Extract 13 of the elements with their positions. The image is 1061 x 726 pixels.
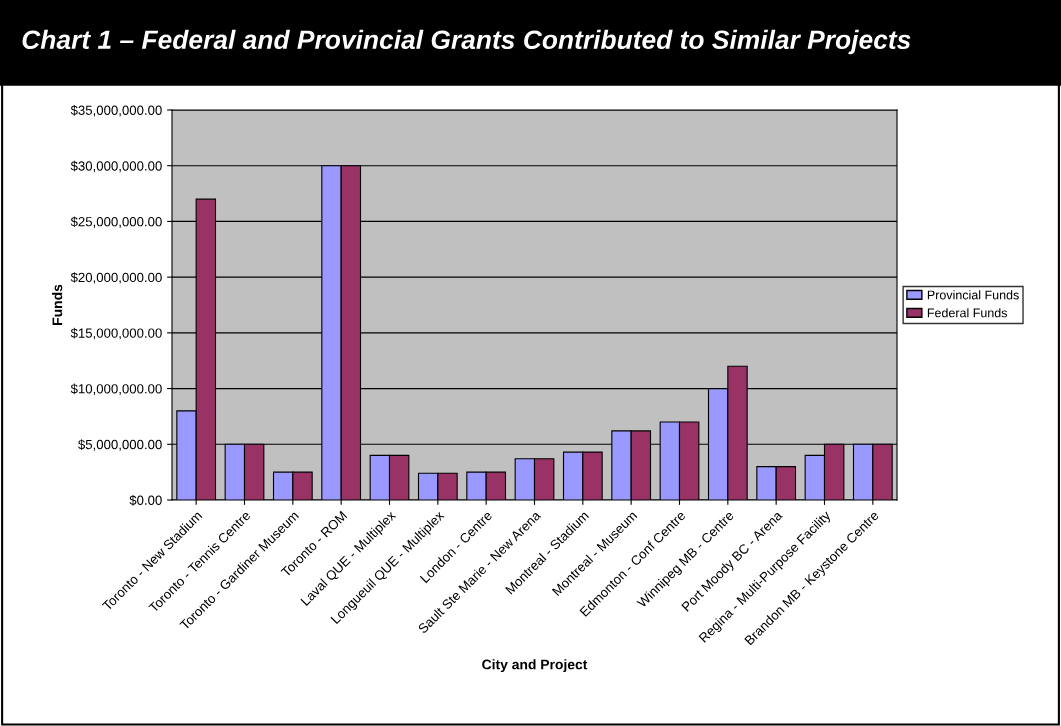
y-tick-label: $30,000,000.00 — [70, 160, 162, 173]
y-tick-label: $5,000,000.00 — [78, 439, 162, 451]
y-tick-label: $0.00 — [129, 495, 162, 506]
legend-label: Federal Funds — [927, 308, 1008, 318]
y-tick-label: $20,000,000.00 — [70, 272, 162, 284]
legend-label: Provincial Funds — [927, 290, 1019, 300]
chart-title: Chart 1 – Federal and Provincial Grants Contributed to Similar Projects — [22, 29, 911, 55]
y-tick-label: $10,000,000.00 — [70, 383, 162, 396]
x-axis-title: City and Project — [482, 659, 588, 673]
y-tick-label: $35,000,000.00 — [70, 105, 162, 117]
y-tick-label: $25,000,000.00 — [70, 216, 162, 228]
y-axis-title: Funds — [52, 284, 63, 325]
y-tick-label: $15,000,000.00 — [70, 327, 162, 340]
